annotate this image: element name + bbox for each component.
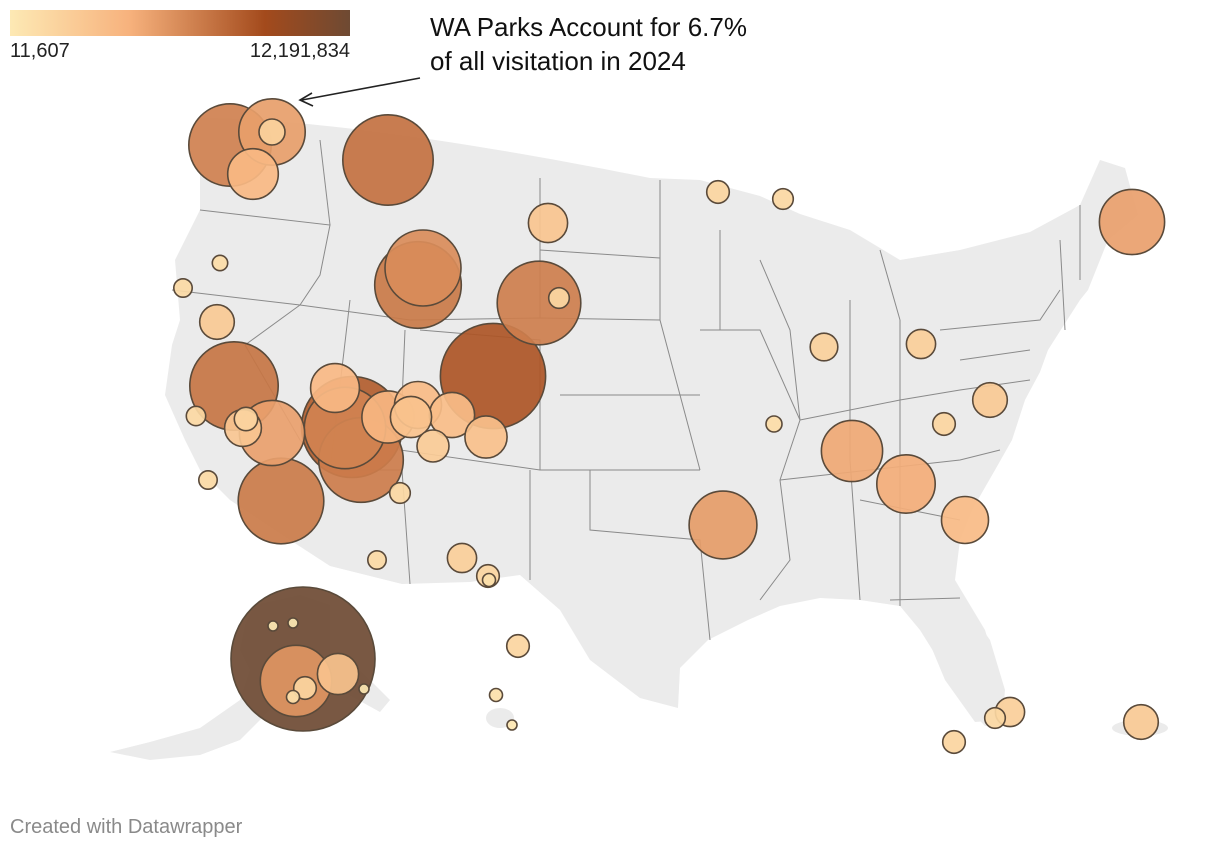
border-line <box>889 597 961 601</box>
park-bubble[interactable] <box>211 254 229 272</box>
park-bubble[interactable] <box>765 415 783 433</box>
border-line <box>939 289 1061 331</box>
park-bubble[interactable] <box>931 411 957 437</box>
park-bubble[interactable] <box>316 652 360 696</box>
border-line <box>700 329 801 601</box>
park-bubble[interactable] <box>389 395 433 439</box>
park-bubble[interactable] <box>971 381 1009 419</box>
park-bubbles <box>173 98 1166 755</box>
park-bubble[interactable] <box>287 617 299 629</box>
park-bubble[interactable] <box>506 719 518 731</box>
park-bubble[interactable] <box>527 202 569 244</box>
border-line <box>759 259 801 421</box>
park-bubble[interactable] <box>809 332 839 362</box>
border-line <box>959 349 1031 361</box>
park-bubble[interactable] <box>496 260 582 346</box>
legend-max-label: 12,191,834 <box>249 40 350 62</box>
park-bubble[interactable] <box>198 469 219 490</box>
park-bubble[interactable] <box>416 429 450 463</box>
park-bubble[interactable] <box>237 457 325 545</box>
park-bubble[interactable] <box>1122 703 1160 741</box>
border-line <box>1059 239 1066 331</box>
park-bubble[interactable] <box>905 328 937 360</box>
park-bubble[interactable] <box>185 405 207 427</box>
park-bubble[interactable] <box>173 277 194 298</box>
park-bubble[interactable] <box>941 729 967 755</box>
park-bubble[interactable] <box>940 495 990 545</box>
border-line <box>879 249 901 321</box>
park-bubble[interactable] <box>358 683 370 695</box>
park-bubble[interactable] <box>820 419 884 483</box>
park-bubble[interactable] <box>388 481 412 505</box>
border-line <box>539 249 661 259</box>
park-bubble[interactable] <box>488 687 504 703</box>
park-bubble[interactable] <box>446 542 478 574</box>
border-line <box>659 180 701 471</box>
park-bubble[interactable] <box>226 147 280 201</box>
border-line <box>199 209 331 306</box>
annotation-arrow <box>298 77 421 107</box>
park-bubble[interactable] <box>688 490 758 560</box>
color-legend: 11,607 12,191,834 <box>10 10 350 64</box>
annotation-line-2: of all visitation in 2024 <box>430 46 686 76</box>
park-bubble[interactable] <box>384 229 462 307</box>
park-bubble[interactable] <box>705 179 731 205</box>
annotation-line-1: WA Parks Account for 6.7% <box>430 12 747 42</box>
arrow-head <box>298 92 314 107</box>
arrow-shaft <box>301 77 421 101</box>
park-bubble[interactable] <box>233 406 259 432</box>
legend-gradient-bar <box>10 10 350 36</box>
park-bubble[interactable] <box>481 572 497 588</box>
legend-min-label: 11,607 <box>10 40 70 62</box>
land-florida <box>900 598 1005 726</box>
legend-labels: 11,607 12,191,834 <box>10 40 350 64</box>
park-bubble[interactable] <box>366 549 387 570</box>
park-bubble[interactable] <box>198 303 236 341</box>
park-bubble[interactable] <box>258 118 286 146</box>
park-bubble[interactable] <box>267 620 279 632</box>
park-bubble[interactable] <box>341 114 434 207</box>
park-bubble[interactable] <box>464 415 508 459</box>
park-bubble[interactable] <box>875 453 936 514</box>
border-line <box>589 470 711 641</box>
park-bubble[interactable] <box>771 187 795 211</box>
credit-text: Created with Datawrapper <box>10 816 243 838</box>
park-bubble[interactable] <box>505 633 531 659</box>
border-line <box>319 139 331 226</box>
park-bubble[interactable] <box>309 362 361 414</box>
park-bubble[interactable] <box>1098 188 1166 256</box>
park-bubble[interactable] <box>983 706 1007 730</box>
park-bubble[interactable] <box>547 286 571 310</box>
park-bubble[interactable] <box>285 689 301 705</box>
annotation-text: WA Parks Account for 6.7% of all visitat… <box>430 10 747 78</box>
